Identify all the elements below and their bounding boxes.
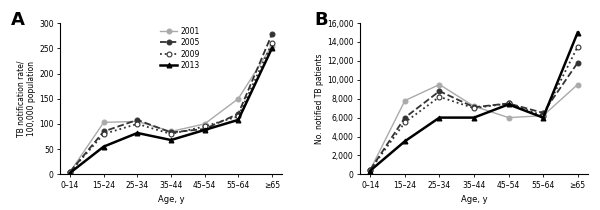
X-axis label: Age, y: Age, y [158,195,184,204]
Legend: 2001, 2005, 2009, 2013: 2001, 2005, 2009, 2013 [157,24,203,73]
Y-axis label: TB notification rate/
100,000 population: TB notification rate/ 100,000 population [17,60,37,137]
Text: A: A [11,11,25,29]
Y-axis label: No. notified TB patients: No. notified TB patients [316,54,325,144]
Text: B: B [314,11,328,29]
X-axis label: Age, y: Age, y [461,195,487,204]
